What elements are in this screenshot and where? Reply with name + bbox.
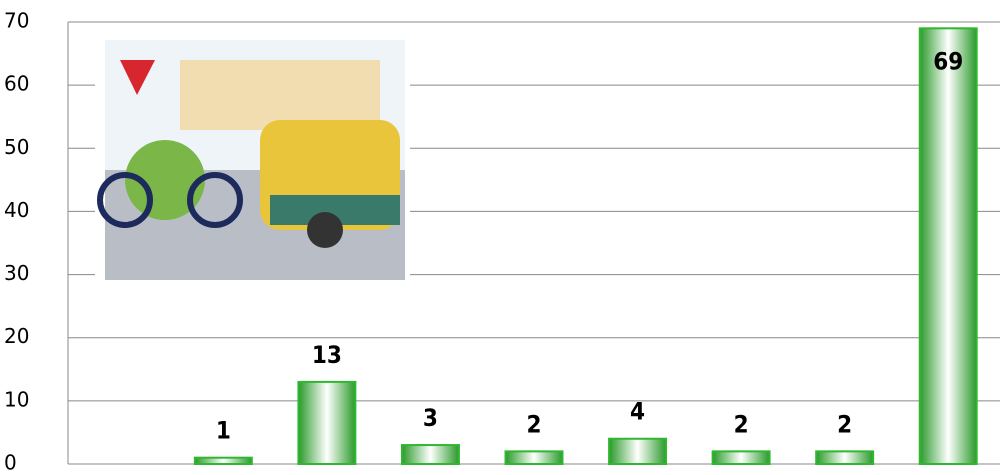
y-tick-label: 30 [4, 261, 29, 285]
bar [504, 450, 564, 466]
value-label: 2 [526, 410, 541, 438]
value-label: 2 [837, 410, 852, 438]
value-label: 13 [312, 341, 342, 369]
y-tick-label: 50 [4, 135, 29, 159]
bar [918, 27, 978, 465]
bar [711, 450, 771, 466]
value-label: 1 [216, 417, 231, 445]
value-label: 2 [734, 410, 749, 438]
y-tick-label: 40 [4, 198, 29, 222]
y-tick-label: 10 [4, 387, 29, 411]
bar [193, 456, 253, 465]
y-tick-label: 70 [4, 9, 29, 33]
value-label: 69 [933, 47, 963, 75]
bar [608, 437, 668, 466]
bar [400, 444, 460, 465]
y-tick-label: 0 [4, 451, 17, 475]
bar [815, 450, 875, 466]
value-label: 3 [423, 404, 438, 432]
illustration [95, 30, 410, 285]
value-label: 4 [630, 398, 645, 426]
bar [297, 380, 357, 465]
y-tick-label: 20 [4, 324, 29, 348]
y-tick-label: 60 [4, 72, 29, 96]
